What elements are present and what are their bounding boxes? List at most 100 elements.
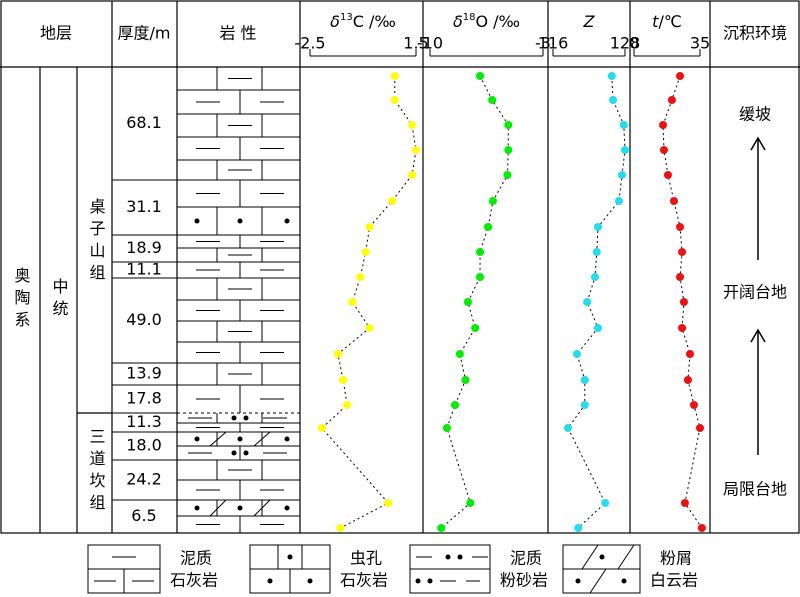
legend-symbol <box>599 554 605 560</box>
data-point <box>463 298 472 306</box>
data-point <box>678 324 687 332</box>
formation: 三道坎组 <box>87 428 106 516</box>
data-point <box>384 499 393 507</box>
data-point <box>615 197 623 205</box>
data-point <box>574 524 583 532</box>
tick-label: 35 <box>690 34 710 53</box>
data-point <box>356 273 365 281</box>
legend-symbol <box>457 554 463 560</box>
legend-symbol <box>415 578 421 584</box>
arrows <box>750 136 766 455</box>
pattern <box>209 431 227 447</box>
title-part: C /‰ <box>353 12 396 31</box>
data-point <box>679 298 688 306</box>
data-point <box>697 524 706 532</box>
data-point <box>669 197 678 205</box>
data-point <box>592 248 601 256</box>
data-point <box>594 324 602 332</box>
data-point <box>336 524 345 532</box>
data-point <box>412 146 420 154</box>
legend-symbol <box>617 544 635 570</box>
data-point <box>583 298 592 306</box>
data-point <box>686 350 695 358</box>
data-point <box>659 121 668 129</box>
data-point <box>476 72 485 80</box>
pattern <box>237 218 243 224</box>
legend-label: 石灰岩 <box>340 571 388 590</box>
pattern <box>209 499 227 517</box>
data-point <box>488 96 497 104</box>
title-part: 18 <box>463 12 476 23</box>
data-point <box>659 146 668 154</box>
data-point <box>573 350 581 358</box>
data-point <box>683 376 692 384</box>
data-point <box>680 499 689 507</box>
data-point <box>437 524 446 532</box>
data-point <box>339 376 348 384</box>
legend-label: 虫孔 <box>350 549 382 568</box>
header: 沉积环境 <box>723 24 787 43</box>
legend-symbol <box>575 578 581 584</box>
tick-label: 1.5 <box>403 34 428 53</box>
data-point <box>476 273 485 281</box>
legend-symbol <box>287 554 293 560</box>
data-point <box>594 223 602 231</box>
tick-label: -3 <box>535 34 551 53</box>
curve-title: δ18O /‰ <box>453 12 520 31</box>
thickness: 31.1 <box>126 197 162 216</box>
tick-label: 0 <box>629 34 639 53</box>
data-point <box>676 273 685 281</box>
data-point <box>696 424 704 432</box>
legend-symbol <box>581 544 599 570</box>
thickness: 49.0 <box>126 310 162 329</box>
pattern <box>243 415 249 421</box>
tick-label: -2.5 <box>294 34 325 53</box>
data-point <box>333 350 342 358</box>
title-part: Z <box>583 12 596 31</box>
pattern <box>284 505 290 511</box>
curve-line <box>440 75 509 529</box>
thickness: 68.1 <box>126 113 162 132</box>
curve-title: δ13C /‰ <box>330 12 396 31</box>
thickness: 6.5 <box>131 506 156 525</box>
tick-label: 128 <box>610 34 641 53</box>
data-point <box>619 121 628 129</box>
data-point <box>504 146 513 154</box>
lithology <box>177 67 300 533</box>
legend <box>87 544 641 594</box>
legend-label: 粉屑 <box>660 549 692 568</box>
data-point <box>461 376 470 384</box>
data-point <box>484 223 493 231</box>
legend-label: 泥质 <box>510 549 542 568</box>
title-part: O /‰ <box>475 12 520 31</box>
data-point <box>607 72 616 80</box>
data-point <box>455 350 464 358</box>
legend-label: 石灰岩 <box>170 571 218 590</box>
header: 地层 <box>40 24 72 43</box>
pattern <box>231 450 237 456</box>
legend-symbol <box>427 578 433 584</box>
header: 厚度/m <box>118 24 171 43</box>
data-point <box>317 424 326 432</box>
data-point <box>390 72 399 80</box>
data-point <box>504 121 513 129</box>
tick-label: 116 <box>538 34 569 53</box>
data-point <box>471 324 480 332</box>
pattern <box>284 436 290 442</box>
pattern <box>231 415 237 421</box>
pattern <box>237 505 243 511</box>
data-point <box>442 424 451 432</box>
thickness: 11.3 <box>126 412 162 431</box>
data-point <box>408 171 417 179</box>
data-point <box>618 171 626 179</box>
legend-label: 泥质 <box>180 549 212 568</box>
environment: 缓坡 <box>739 105 771 124</box>
header: 岩 性 <box>219 24 256 43</box>
data-point <box>466 499 475 507</box>
data-point <box>408 121 417 129</box>
thickness: 17.8 <box>126 389 162 408</box>
pattern <box>194 218 200 224</box>
environment: 局限台地 <box>723 480 787 499</box>
data-point <box>609 96 617 104</box>
data-point <box>667 96 676 104</box>
